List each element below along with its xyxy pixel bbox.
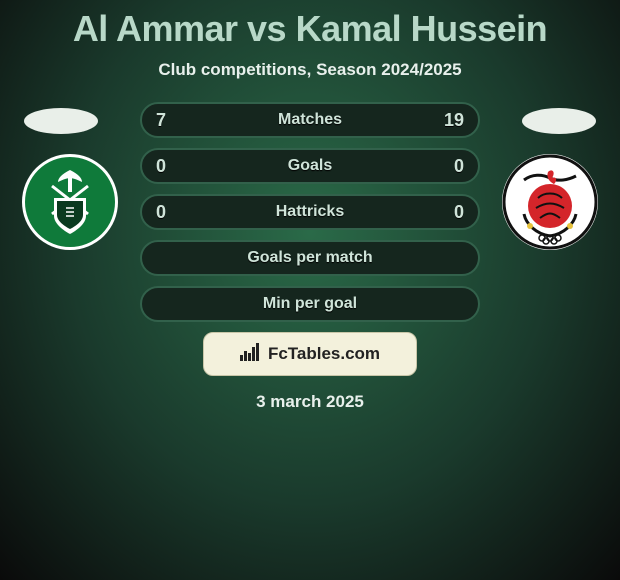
subtitle: Club competitions, Season 2024/2025 — [0, 60, 620, 80]
club-crest-right-icon — [502, 154, 598, 250]
brand-link[interactable]: FcTables.com — [203, 332, 417, 376]
club-crest-right — [502, 154, 598, 250]
date-label: 3 march 2025 — [0, 392, 620, 412]
stat-right-value: 19 — [434, 110, 464, 131]
stat-label: Hattricks — [142, 203, 478, 221]
stat-row-goals-per-match: Goals per match — [140, 240, 480, 276]
stat-row-min-per-goal: Min per goal — [140, 286, 480, 322]
stat-label: Goals — [142, 157, 478, 175]
player-right-ellipse — [522, 108, 596, 134]
stat-left-value: 0 — [156, 202, 186, 223]
comparison-stage: 7 Matches 19 0 Goals 0 0 Hattricks 0 Goa… — [0, 102, 620, 412]
stat-right-value: 0 — [434, 156, 464, 177]
club-crest-left — [22, 154, 118, 250]
stat-label: Min per goal — [142, 295, 478, 313]
club-crest-left-icon — [22, 154, 118, 250]
player-left-ellipse — [24, 108, 98, 134]
page-title: Al Ammar vs Kamal Hussein — [0, 0, 620, 50]
stat-row-goals: 0 Goals 0 — [140, 148, 480, 184]
stat-row-hattricks: 0 Hattricks 0 — [140, 194, 480, 230]
stat-row-matches: 7 Matches 19 — [140, 102, 480, 138]
stat-label: Matches — [142, 111, 478, 129]
bar-chart-icon — [240, 343, 262, 366]
stat-left-value: 0 — [156, 156, 186, 177]
stat-right-value: 0 — [434, 202, 464, 223]
brand-label: FcTables.com — [268, 344, 380, 364]
stat-label: Goals per match — [142, 249, 478, 267]
stat-left-value: 7 — [156, 110, 186, 131]
